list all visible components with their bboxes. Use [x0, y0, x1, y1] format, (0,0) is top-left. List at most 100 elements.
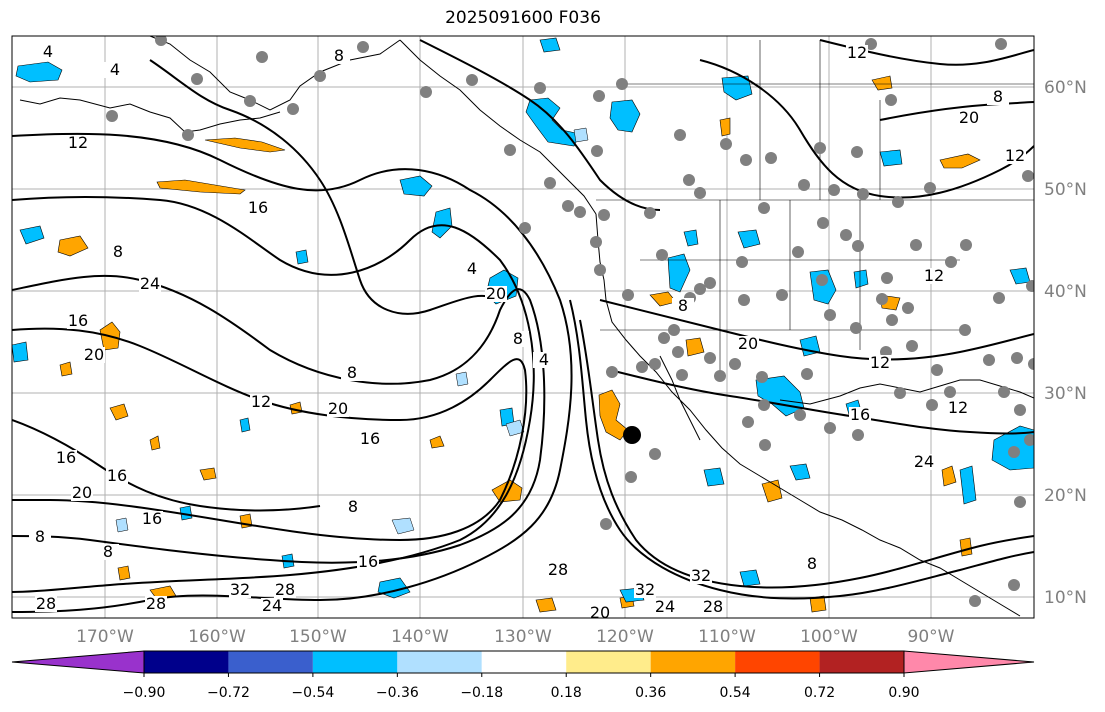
station-dot [924, 182, 936, 194]
station-dot [851, 146, 863, 158]
contour-label-background [869, 355, 891, 371]
station-dot [756, 371, 768, 383]
colorbar-segment [735, 651, 820, 673]
contour-label: 4 [467, 259, 477, 278]
contour-label-background [342, 499, 364, 515]
contour-label-background [29, 529, 51, 545]
station-dot [926, 399, 938, 411]
colorbar-tick-label: −0.18 [460, 685, 503, 701]
contour-label-background [71, 485, 93, 501]
station-dot [590, 236, 602, 248]
contour-label-background [690, 568, 712, 584]
colorbar-tick-label: −0.72 [207, 685, 250, 701]
station-dot [910, 239, 922, 251]
contour-label-background [67, 313, 89, 329]
station-dot [1022, 170, 1034, 182]
latitude-label: 10°N [1044, 588, 1087, 608]
station-dot [798, 179, 810, 191]
longitude-label: 160°W [188, 627, 246, 647]
station-dot [995, 38, 1007, 50]
colorbar-tick-label: 0.90 [888, 685, 919, 701]
station-dot [998, 386, 1010, 398]
contour-line [599, 299, 1034, 361]
latitude-label: 30°N [1044, 384, 1087, 404]
contour-label-background [913, 454, 935, 470]
station-dot [801, 368, 813, 380]
contour-label: 20 [486, 284, 506, 303]
contour-label-background [801, 556, 823, 572]
colorbar-tick-label: 0.54 [720, 685, 751, 701]
contour-label: 16 [248, 198, 268, 217]
station-dot [959, 324, 971, 336]
contour-label-background [83, 347, 105, 363]
station-dot [729, 358, 741, 370]
station-dot [720, 138, 732, 150]
contour-label: 24 [262, 596, 282, 615]
station-dot [1008, 579, 1020, 591]
contour-label: 8 [334, 46, 344, 65]
map-title: 2025091600 F036 [445, 8, 601, 28]
contour-label: 16 [68, 311, 88, 330]
contour-label-background [107, 244, 129, 260]
colorbar-segment [819, 651, 904, 673]
station-dot [504, 144, 516, 156]
contour-label: 8 [103, 542, 113, 561]
contour-label: 16 [56, 448, 76, 467]
station-dot [616, 78, 628, 90]
station-dot [106, 110, 118, 122]
station-dot [765, 152, 777, 164]
station-dot [792, 246, 804, 258]
contour-label-background [359, 431, 381, 447]
longitude-label: 120°W [596, 627, 654, 647]
contour-label-background [67, 135, 89, 151]
contour-label: 12 [870, 353, 890, 372]
station-dot [674, 129, 686, 141]
station-dot [1014, 404, 1026, 416]
contour-label-background [145, 596, 167, 612]
contour-label-background [654, 599, 676, 615]
station-dot [672, 346, 684, 358]
contour-label-background [1004, 148, 1026, 164]
longitude-label: 100°W [800, 627, 858, 647]
contour-label-background [958, 110, 980, 126]
contour-line [12, 196, 535, 593]
contour-label: 12 [847, 43, 867, 62]
contour-label-background [485, 286, 507, 302]
station-dot [256, 51, 268, 63]
colorbar-segment [397, 651, 482, 673]
station-dot [594, 264, 606, 276]
station-dot [357, 41, 369, 53]
contour-label-background [341, 365, 363, 381]
station-dot [894, 387, 906, 399]
north-america-coastline [595, 213, 1034, 617]
station-dot [591, 145, 603, 157]
station-dot [593, 90, 605, 102]
contour-line [12, 327, 528, 542]
contour-label-background [507, 331, 529, 347]
colorbar-segment [481, 651, 567, 673]
station-dot [658, 332, 670, 344]
station-dot [742, 416, 754, 428]
contour-label-background [141, 511, 163, 527]
station-dot [906, 340, 918, 352]
contour-label: 28 [36, 594, 56, 613]
contour-label: 24 [655, 597, 675, 616]
station-dot [600, 518, 612, 530]
station-dot [649, 448, 661, 460]
station-dot [892, 196, 904, 208]
station-dot [668, 324, 680, 336]
contour-label-background [37, 44, 59, 60]
contour-label: 16 [360, 429, 380, 448]
station-dot [636, 361, 648, 373]
contour-line [12, 274, 546, 564]
station-dot [704, 352, 716, 364]
contour-label: 8 [513, 329, 523, 348]
state-borders [596, 40, 1034, 380]
contour-label-background [247, 200, 269, 216]
contour-label: 16 [358, 552, 378, 571]
station-dot [740, 154, 752, 166]
coastlines-and-borders [19, 36, 1034, 617]
station-dot [881, 272, 893, 284]
